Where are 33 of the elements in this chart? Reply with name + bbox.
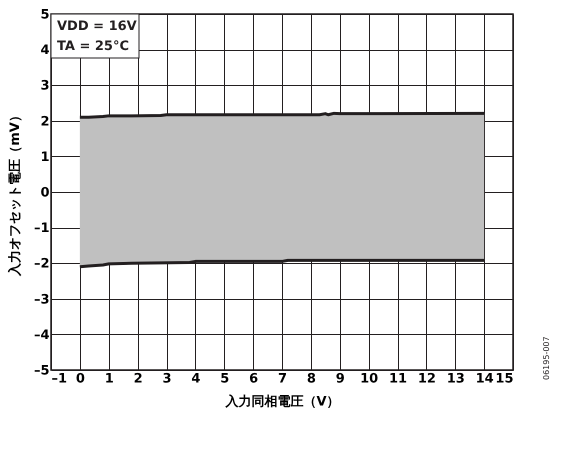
y-tick-label: 1 xyxy=(40,150,50,165)
x-tick-label: 6 xyxy=(249,372,258,386)
x-tick-label: 5 xyxy=(220,372,230,386)
x-tick-label: –1 xyxy=(52,372,68,386)
y-tick-label: –3 xyxy=(34,292,50,308)
x-tick-label: 0 xyxy=(76,372,85,386)
y-tick-label: 2 xyxy=(40,114,50,130)
y-axis-title: 入力オフセット電圧（mV） xyxy=(6,109,23,277)
annotation: VDD = 16V xyxy=(57,19,137,34)
y-tick-label: –5 xyxy=(34,364,50,378)
x-tick-label: 11 xyxy=(388,372,408,386)
x-tick-label: 12 xyxy=(418,372,436,386)
x-tick-label: 9 xyxy=(336,372,345,386)
x-tick-label: 10 xyxy=(360,372,378,386)
y-tick-label: 0 xyxy=(40,186,50,200)
y-tick-label: –1 xyxy=(34,221,50,236)
x-tick-label: 2 xyxy=(134,372,143,386)
y-tick-label: –4 xyxy=(34,328,50,343)
x-tick-label: 13 xyxy=(446,372,465,386)
x-tick-label: 3 xyxy=(162,372,172,386)
y-tick-label: –2 xyxy=(34,256,50,272)
x-tick-label: 7 xyxy=(278,372,288,386)
y-tick-label: 5 xyxy=(40,8,50,22)
x-tick-label: 8 xyxy=(306,372,316,386)
annotation: TA = 25°C xyxy=(57,39,129,54)
text: 06195-007 xyxy=(542,336,551,380)
x-axis-title: 入力同相電圧（V） xyxy=(224,394,340,410)
x-tick-label: 1 xyxy=(104,372,114,386)
x-tick-label: 15 xyxy=(495,372,514,386)
y-tick-label: 3 xyxy=(40,78,50,94)
x-tick-label: 14 xyxy=(476,372,494,386)
y-tick-label: 4 xyxy=(40,43,50,58)
x-tick-label: 4 xyxy=(191,372,200,386)
